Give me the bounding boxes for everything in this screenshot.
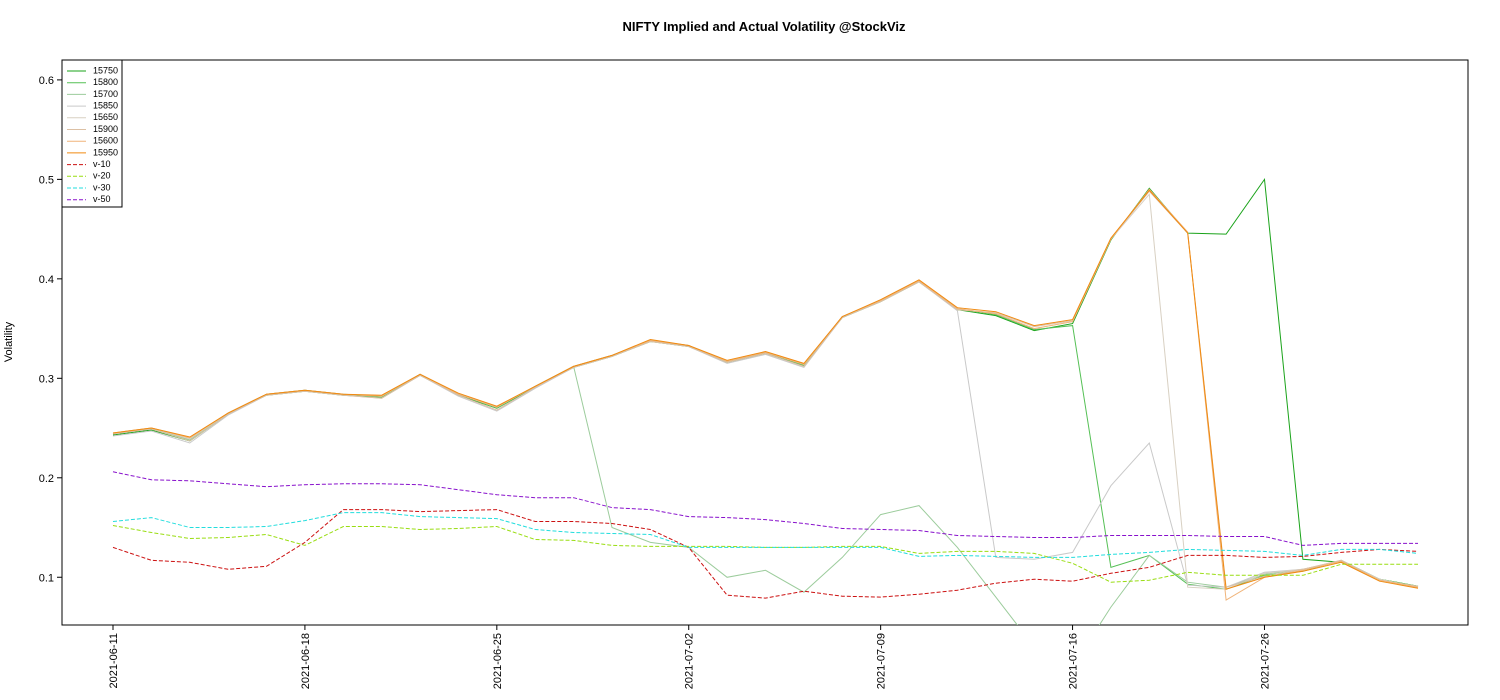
- series-line: [112, 189, 1419, 590]
- x-tick-label: 2021-07-26: [1259, 633, 1271, 689]
- y-tick-label: 0.5: [39, 174, 54, 186]
- series-line: [112, 365, 1419, 625]
- x-tick-label: 2021-06-18: [300, 633, 312, 689]
- x-tick-label: 2021-07-09: [876, 633, 888, 689]
- x-tick-label: 2021-07-02: [684, 633, 696, 689]
- legend-label: v-10: [93, 159, 111, 169]
- x-tick-label: 2021-06-25: [492, 633, 504, 689]
- y-tick-label: 0.3: [39, 373, 54, 385]
- legend-label: v-30: [93, 182, 111, 192]
- y-tick-label: 0.4: [39, 274, 54, 286]
- series-line: [112, 190, 1419, 588]
- series-line: [112, 281, 1419, 588]
- legend-label: 15750: [93, 65, 118, 75]
- legend-label: 15650: [93, 112, 118, 122]
- plot-frame: [61, 59, 1469, 626]
- y-axis-label: Volatility: [3, 321, 15, 362]
- x-tick-label: 2021-06-11: [108, 633, 120, 688]
- legend-label: 15950: [93, 147, 118, 157]
- x-tick-label: 2021-07-16: [1068, 633, 1080, 689]
- legend-label: 15600: [93, 136, 118, 146]
- series-line: [112, 471, 1418, 546]
- series-line: [112, 509, 1419, 599]
- legend-box: [61, 59, 123, 208]
- lines: [112, 178, 1419, 625]
- legend-label: v-20: [93, 171, 111, 181]
- y-tick-label: 0.1: [39, 572, 54, 584]
- legend-label: v-50: [93, 194, 111, 204]
- legend-label: 15700: [93, 89, 118, 99]
- legend-label: 15850: [93, 100, 118, 110]
- legend-label: 15900: [93, 124, 118, 134]
- series-line: [112, 178, 1419, 587]
- series-line: [112, 512, 1419, 558]
- series-line: [112, 525, 1418, 583]
- chart-title: NIFTY Implied and Actual Volatility @Sto…: [622, 19, 906, 34]
- y-tick-label: 0.2: [39, 473, 54, 485]
- y-tick-label: 0.6: [39, 75, 54, 87]
- legend-label: 15800: [93, 77, 118, 87]
- series-line: [112, 280, 1419, 590]
